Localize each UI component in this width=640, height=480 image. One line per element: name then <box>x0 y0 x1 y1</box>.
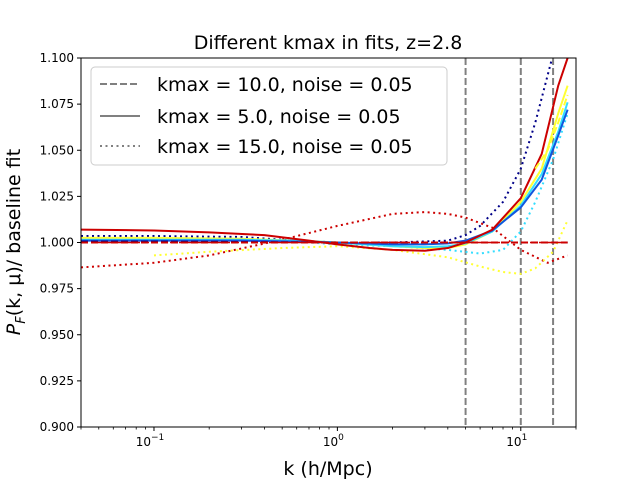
series-line <box>153 219 569 275</box>
series-line <box>81 58 569 252</box>
chart-title: Different kmax in fits, z=2.8 <box>194 32 463 54</box>
series-line <box>534 94 569 170</box>
y-tick-label: 0.950 <box>40 328 74 342</box>
y-axis-label: PF(k, μ)/ baseline fit <box>3 149 29 335</box>
y-tick-label: 0.900 <box>40 420 74 434</box>
plot-area <box>80 57 577 428</box>
legend-label-kmax15: kmax = 15.0, noise = 0.05 <box>157 136 413 158</box>
x-tick-label: 101 <box>506 433 527 449</box>
legend-label-kmax5: kmax = 5.0, noise = 0.05 <box>157 106 401 128</box>
legend-box <box>90 66 448 166</box>
legend-label-kmax10: kmax = 10.0, noise = 0.05 <box>157 74 413 96</box>
y-tick-label: 0.925 <box>40 374 74 388</box>
y-tick-label: 1.075 <box>40 97 74 111</box>
y-tick-label: 0.975 <box>40 282 74 296</box>
y-tick-label: 1.000 <box>40 236 74 250</box>
y-axis: 0.900 0.925 0.950 0.975 1.000 1.025 1.050 1.075… <box>40 51 81 434</box>
x-axis-label: k (h/Mpc) <box>283 458 372 480</box>
legend: kmax = 10.0, noise = 0.05 kmax = 5.0, no… <box>90 66 448 166</box>
x-tick-label: 100 <box>323 433 344 449</box>
y-tick-label: 1.025 <box>40 189 74 203</box>
series-line <box>81 109 569 246</box>
y-tick-label: 1.100 <box>40 51 74 65</box>
series-layer <box>81 58 569 427</box>
x-axis: 10−1 100 101 <box>80 427 577 449</box>
x-tick-label: 10−1 <box>136 433 165 449</box>
y-tick-label: 1.050 <box>40 143 74 157</box>
